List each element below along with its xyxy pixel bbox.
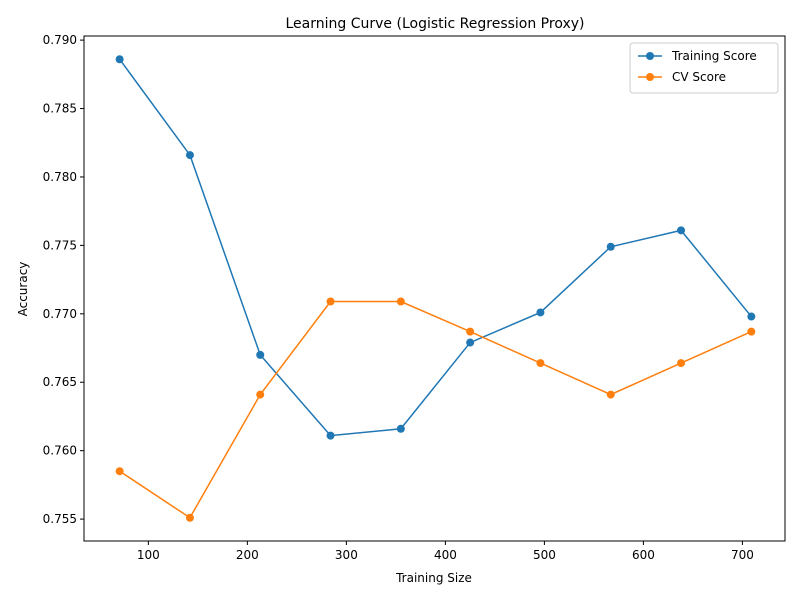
data-point	[747, 312, 756, 321]
data-point	[677, 226, 686, 235]
plot-area	[115, 55, 756, 522]
data-point	[466, 327, 475, 336]
x-tick-label: 200	[236, 548, 259, 562]
data-point	[115, 467, 124, 476]
data-point	[256, 350, 265, 359]
y-tick-label: 0.760	[43, 444, 77, 458]
x-tick-label: 300	[335, 548, 358, 562]
x-tick-label: 700	[731, 548, 754, 562]
data-point	[185, 151, 194, 160]
legend-label: Training Score	[671, 49, 757, 63]
data-point	[256, 390, 265, 399]
y-tick-label: 0.765	[43, 375, 77, 389]
data-point	[326, 297, 335, 306]
data-point	[536, 308, 545, 317]
data-point	[677, 359, 686, 368]
data-point	[606, 242, 615, 251]
data-point	[536, 359, 545, 368]
y-tick-label: 0.770	[43, 307, 77, 321]
y-tick-label: 0.785	[43, 102, 77, 116]
plot-frame	[83, 35, 786, 542]
data-point	[606, 390, 615, 399]
legend: Training Score CV Score	[629, 42, 779, 94]
data-point	[396, 297, 405, 306]
x-tick-label: 500	[533, 548, 556, 562]
x-tick-label: 400	[434, 548, 457, 562]
y-axis: 0.755 0.760 0.765 0.770 0.775 0.780 0.785 0.790	[43, 33, 84, 526]
series-line	[119, 300, 752, 519]
data-point	[396, 424, 405, 433]
x-tick-label: 100	[137, 548, 160, 562]
y-tick-label: 0.790	[43, 33, 77, 47]
legend-label: CV Score	[672, 70, 726, 84]
series-line	[119, 58, 752, 437]
series-1	[115, 297, 756, 522]
legend-swatch-marker	[646, 73, 654, 81]
legend-swatch-marker	[646, 52, 654, 60]
y-tick-label: 0.775	[43, 238, 77, 252]
y-axis-label: Accuracy	[16, 262, 30, 317]
y-tick-label: 0.780	[43, 170, 77, 184]
legend-box	[629, 42, 779, 94]
x-axis-label: Training Size	[395, 571, 472, 585]
data-point	[115, 55, 124, 64]
data-point	[185, 513, 194, 522]
y-tick-label: 0.755	[43, 512, 77, 526]
data-point	[466, 338, 475, 347]
data-point	[747, 327, 756, 336]
chart-title: Learning Curve (Logistic Regression Prox…	[286, 16, 585, 32]
x-tick-label: 600	[632, 548, 655, 562]
series-0	[115, 55, 756, 440]
data-point	[326, 431, 335, 440]
x-axis: 100 200 300 400 500 600 700	[137, 541, 754, 562]
